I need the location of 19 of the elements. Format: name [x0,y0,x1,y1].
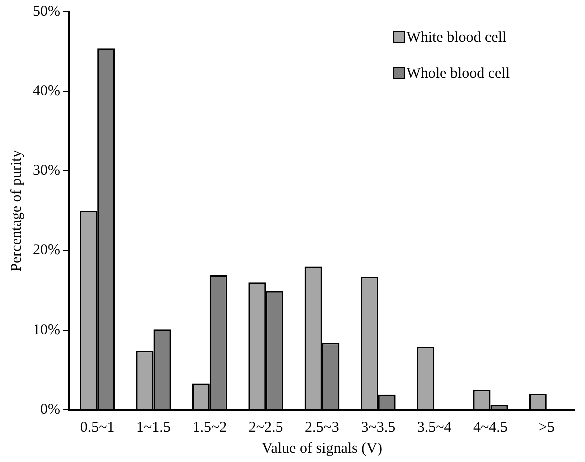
y-tick-label: 0% [40,402,60,418]
x-tick-label: 3~3.5 [361,420,396,436]
legend-label: Whole blood cell [406,66,510,82]
x-tick-label: 2~2.5 [248,420,284,436]
x-tick-label: 0.5~1 [80,420,115,436]
x-tick-label: 2.5~3 [305,420,340,436]
y-tick-label: 30% [32,163,60,180]
x-tick-label: >5 [538,420,555,436]
y-tick-label: 40% [32,84,60,100]
y-tick-label: 50% [32,4,60,20]
x-tick-label: 1.5~2 [192,420,228,436]
x-tick-label: 4~4.5 [474,420,508,436]
legend-label: White blood cell [406,30,507,46]
x-axis-title: Value of signals (V) [262,440,382,457]
x-tick-label: 1~1.5 [136,420,171,436]
y-tick-label: 10% [32,322,60,338]
x-tick-label: 3.5~4 [417,420,452,436]
y-axis-title: Percentage of purity [8,150,25,272]
y-tick-label: 20% [32,242,60,259]
